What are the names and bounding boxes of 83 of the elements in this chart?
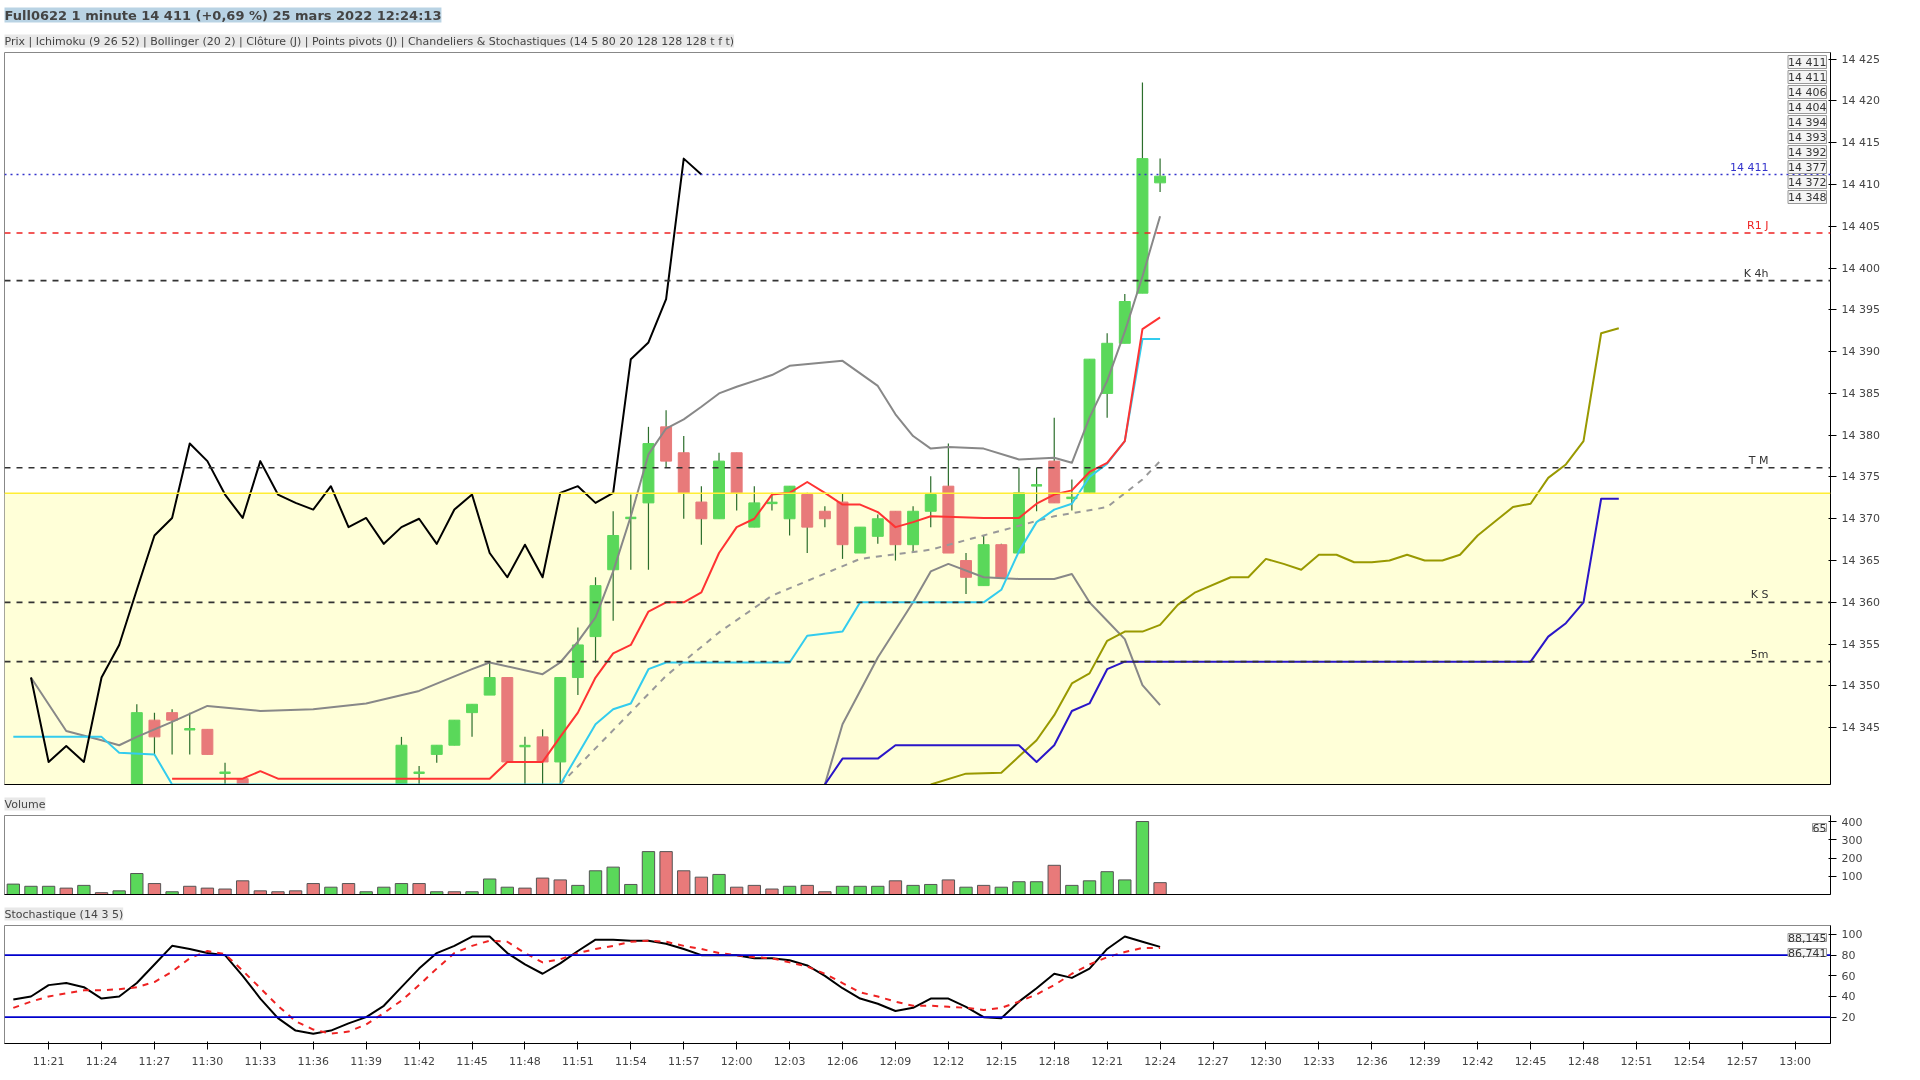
annotation: 14 404 (1788, 100, 1827, 114)
annotation: 14 392 (1788, 145, 1827, 159)
x-tick-label: 12:12 (932, 1054, 965, 1068)
y-tick-label: 14 350 (1841, 679, 1880, 693)
annotation: 14 377 (1788, 160, 1827, 174)
y-tick-label: 400 (1841, 815, 1863, 829)
annotation: 14 406 (1788, 85, 1827, 99)
x-tick-label: 12:39 (1408, 1054, 1441, 1068)
x-tick-label: 12:36 (1355, 1054, 1388, 1068)
y-tick-label: 80 (1841, 949, 1856, 963)
x-tick-label: 12:57 (1726, 1054, 1759, 1068)
annotation: 14 411 (1788, 70, 1827, 84)
ref-line-label: K S (1750, 588, 1769, 602)
x-tick-label: 12:21 (1091, 1054, 1124, 1068)
y-tick-label: 14 395 (1841, 303, 1880, 317)
x-tick-label: 11:42 (403, 1054, 435, 1068)
y-tick-label: 40 (1841, 990, 1856, 1004)
y-tick-label: 200 (1841, 852, 1863, 866)
x-tick-label: 11:48 (509, 1054, 541, 1068)
x-tick-label: 12:00 (720, 1054, 753, 1068)
x-tick-label: 11:39 (350, 1054, 383, 1068)
y-tick-label: 20 (1841, 1011, 1856, 1025)
y-tick-label: 14 385 (1841, 386, 1880, 400)
y-tick-label: 14 405 (1841, 219, 1880, 233)
annotation: 14 411 (1788, 55, 1827, 69)
annotation: 86,741 (1788, 946, 1827, 960)
x-tick-label: 12:33 (1303, 1054, 1335, 1068)
x-tick-label: 12:09 (879, 1054, 912, 1068)
y-tick-label: 100 (1841, 870, 1863, 884)
y-tick-label: 14 375 (1841, 470, 1880, 484)
chart-title: Full0622 1 minute 14 411 (+0,69 %) 25 mars 2022 12:24:13 (4, 7, 442, 23)
y-tick-label: 14 420 (1841, 94, 1880, 108)
chart-title: Volume (4, 797, 46, 811)
y-tick-label: 14 425 (1841, 52, 1880, 66)
x-tick-label: 12:18 (1038, 1054, 1071, 1068)
y-tick-label: 14 400 (1841, 261, 1880, 275)
annotation: 14 348 (1788, 190, 1827, 204)
y-tick-label: 14 355 (1841, 637, 1880, 651)
y-tick-label: 100 (1841, 928, 1863, 942)
x-tick-label: 12:51 (1620, 1054, 1653, 1068)
x-tick-label: 11:57 (667, 1054, 700, 1068)
annotation: 14 394 (1788, 115, 1827, 129)
ref-line-label: 14 411 (1730, 160, 1769, 174)
x-tick-label: 11:36 (297, 1054, 330, 1068)
x-tick-label: 11:45 (456, 1054, 488, 1068)
chart-subtitle: Prix | Ichimoku (9 26 52) | Bollinger (20 2) | Clôture (J) | Points pivots (J) | Chandeliers & Stochastiques (14 5 80 20 128 128 128 t f t) (4, 34, 735, 48)
y-tick-label: 300 (1841, 833, 1863, 847)
annotation: 88,145 (1788, 931, 1827, 945)
y-tick-label: 14 360 (1841, 595, 1880, 609)
ref-line-label: R1 J (1747, 218, 1769, 232)
x-tick-label: 12:48 (1567, 1054, 1600, 1068)
y-tick-label: 14 365 (1841, 554, 1880, 568)
y-tick-label: 14 410 (1841, 178, 1880, 192)
y-tick-label: 14 390 (1841, 345, 1880, 359)
x-tick-label: 11:54 (614, 1054, 647, 1068)
x-tick-label: 11:24 (85, 1054, 118, 1068)
x-tick-label: 12:54 (1673, 1054, 1706, 1068)
y-tick-label: 14 345 (1841, 721, 1880, 735)
x-tick-label: 11:27 (138, 1054, 171, 1068)
x-tick-label: 11:30 (191, 1054, 224, 1068)
x-tick-label: 11:21 (32, 1054, 65, 1068)
x-tick-label: 12:03 (773, 1054, 806, 1068)
y-tick-label: 14 415 (1841, 136, 1880, 150)
annotation: 14 372 (1788, 175, 1827, 189)
x-tick-label: 12:24 (1144, 1054, 1176, 1068)
ref-line-label: K 4h (1743, 266, 1769, 280)
x-tick-label: 12:06 (826, 1054, 859, 1068)
x-tick-label: 11:51 (562, 1054, 594, 1068)
annotation: 65 (1812, 821, 1827, 835)
x-tick-label: 13:00 (1779, 1054, 1812, 1068)
y-tick-label: 60 (1841, 969, 1856, 983)
ref-line-label: T M (1747, 453, 1769, 467)
y-tick-label: 14 380 (1841, 428, 1880, 442)
x-tick-label: 12:42 (1461, 1054, 1494, 1068)
annotation: 14 393 (1788, 130, 1827, 144)
chart-title: Stochastique (14 3 5) (4, 907, 124, 921)
x-tick-label: 12:27 (1197, 1054, 1229, 1068)
x-tick-label: 12:15 (985, 1054, 1018, 1068)
x-tick-label: 12:30 (1250, 1054, 1282, 1068)
x-tick-label: 12:45 (1514, 1054, 1547, 1068)
y-tick-label: 14 370 (1841, 512, 1880, 526)
ref-line-label: 5m (1750, 647, 1769, 661)
x-tick-label: 11:33 (244, 1054, 277, 1068)
